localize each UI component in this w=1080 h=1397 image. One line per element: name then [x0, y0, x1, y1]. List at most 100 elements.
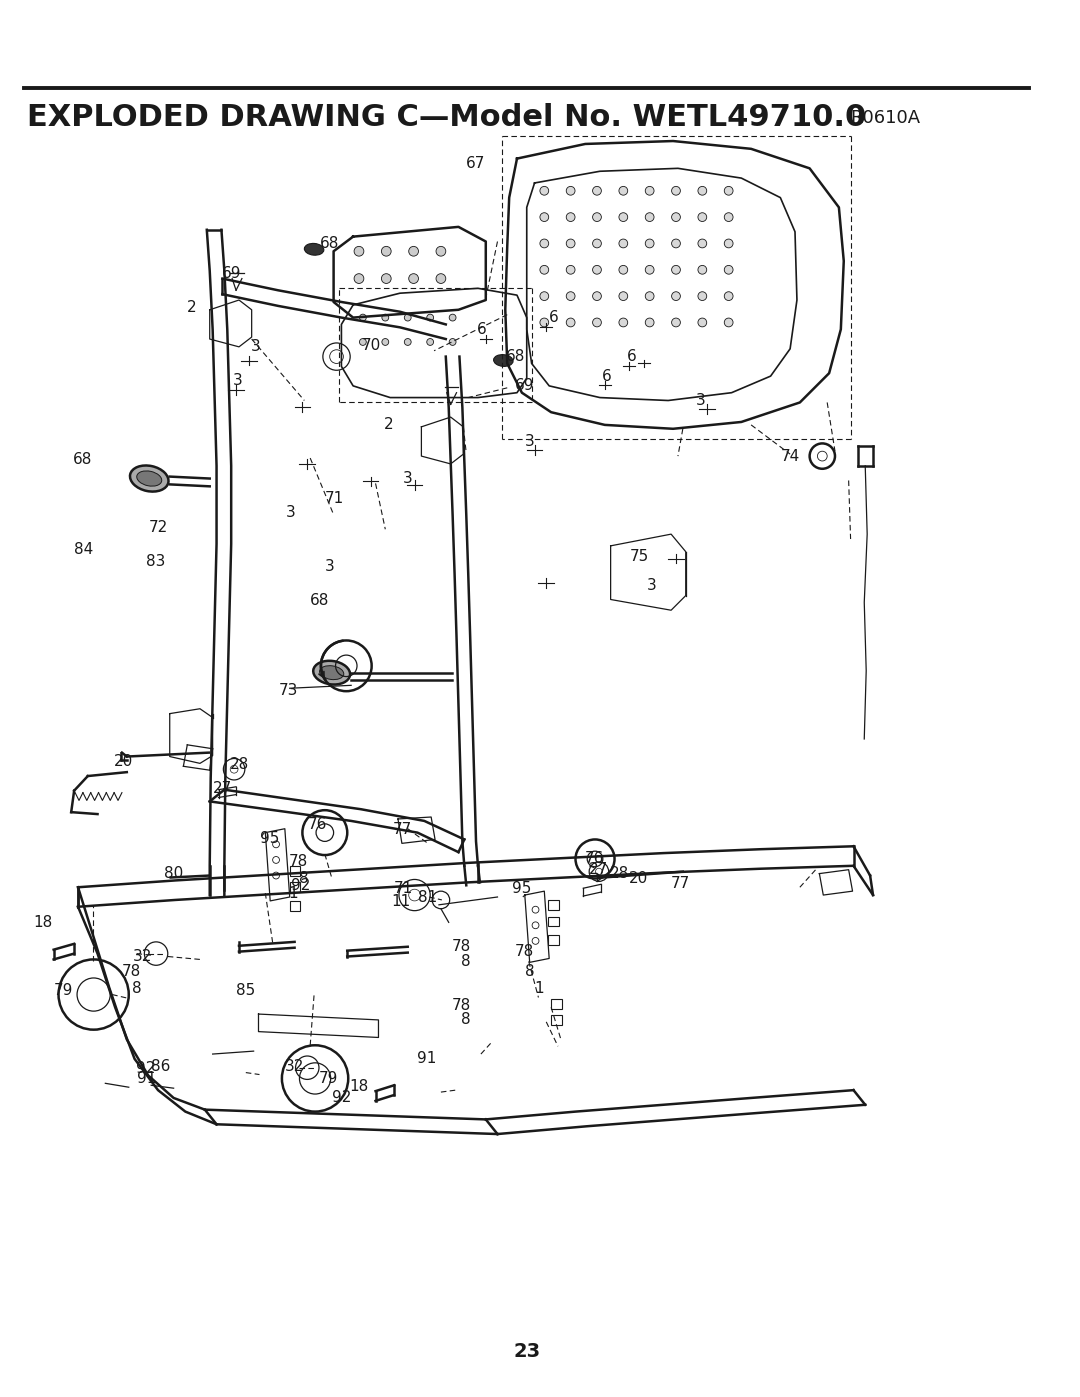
Circle shape [645, 186, 654, 196]
Circle shape [404, 314, 411, 321]
Text: 78: 78 [122, 964, 141, 979]
Circle shape [566, 265, 575, 274]
Circle shape [540, 212, 549, 222]
Text: 32: 32 [285, 1059, 305, 1074]
Circle shape [427, 314, 433, 321]
Ellipse shape [305, 243, 324, 256]
Circle shape [619, 239, 627, 247]
Text: 81: 81 [418, 890, 437, 905]
Text: 73: 73 [279, 683, 298, 697]
Circle shape [672, 239, 680, 247]
Circle shape [698, 186, 706, 196]
Text: 79: 79 [319, 1071, 338, 1085]
Circle shape [566, 186, 575, 196]
Circle shape [619, 292, 627, 300]
Text: 6: 6 [550, 310, 559, 326]
Circle shape [593, 212, 602, 222]
Text: 71: 71 [394, 880, 414, 895]
Circle shape [436, 246, 446, 256]
Circle shape [593, 239, 602, 247]
Bar [551, 1016, 562, 1025]
Circle shape [436, 274, 446, 284]
Text: 68: 68 [507, 349, 526, 365]
Text: 95: 95 [512, 880, 531, 895]
Text: 75: 75 [630, 549, 649, 564]
Circle shape [725, 319, 733, 327]
Circle shape [354, 274, 364, 284]
Circle shape [360, 338, 366, 345]
Text: 78: 78 [288, 855, 308, 869]
Text: 67: 67 [467, 156, 486, 170]
Circle shape [381, 246, 391, 256]
Circle shape [698, 319, 706, 327]
Text: 28: 28 [230, 757, 249, 773]
Text: 2: 2 [187, 300, 195, 316]
Text: 85: 85 [237, 983, 256, 997]
Ellipse shape [494, 355, 513, 366]
Text: 2: 2 [383, 418, 393, 433]
Bar [289, 883, 300, 893]
Circle shape [360, 314, 366, 321]
Ellipse shape [320, 666, 343, 679]
Text: 92: 92 [136, 1062, 156, 1076]
Circle shape [408, 246, 418, 256]
Circle shape [593, 265, 602, 274]
Circle shape [566, 319, 575, 327]
Text: 68: 68 [73, 451, 93, 467]
Text: 78: 78 [451, 997, 471, 1013]
Text: 6: 6 [627, 349, 637, 365]
Circle shape [354, 246, 364, 256]
Circle shape [619, 319, 627, 327]
Circle shape [698, 212, 706, 222]
Bar [289, 901, 300, 911]
Text: 69: 69 [221, 267, 241, 281]
Circle shape [619, 186, 627, 196]
Text: 3: 3 [696, 393, 705, 408]
Text: 8: 8 [525, 964, 535, 979]
Text: 83: 83 [147, 555, 165, 569]
Circle shape [381, 274, 391, 284]
Text: 23: 23 [513, 1343, 540, 1361]
Circle shape [725, 212, 733, 222]
Circle shape [672, 186, 680, 196]
Circle shape [725, 186, 733, 196]
Text: 18: 18 [349, 1078, 368, 1094]
Circle shape [645, 265, 654, 274]
Circle shape [382, 314, 389, 321]
Circle shape [672, 319, 680, 327]
Text: 72: 72 [148, 520, 167, 535]
Bar [549, 900, 559, 909]
Text: 76: 76 [308, 817, 327, 833]
Circle shape [698, 265, 706, 274]
Circle shape [540, 239, 549, 247]
Text: 78: 78 [515, 944, 535, 960]
Text: 77: 77 [671, 876, 689, 891]
Circle shape [566, 212, 575, 222]
Text: 77: 77 [393, 823, 413, 837]
Bar [549, 935, 559, 944]
Text: 3: 3 [325, 559, 335, 574]
Text: 70: 70 [362, 338, 381, 353]
Text: 69: 69 [515, 379, 535, 394]
Text: 91: 91 [137, 1071, 156, 1085]
Text: 71: 71 [325, 490, 345, 506]
Circle shape [725, 239, 733, 247]
Text: 32: 32 [133, 949, 152, 964]
Text: 74: 74 [781, 448, 800, 464]
Text: 8: 8 [461, 954, 471, 970]
Circle shape [408, 274, 418, 284]
Text: 80: 80 [164, 866, 184, 882]
Circle shape [645, 319, 654, 327]
Text: 3: 3 [233, 373, 243, 388]
Text: 91: 91 [417, 1052, 436, 1066]
Text: 3: 3 [251, 339, 260, 355]
Circle shape [672, 292, 680, 300]
Text: 3: 3 [647, 578, 657, 594]
Circle shape [672, 265, 680, 274]
Circle shape [382, 338, 389, 345]
Circle shape [404, 338, 411, 345]
Circle shape [645, 212, 654, 222]
Text: 76: 76 [584, 851, 604, 866]
Ellipse shape [130, 465, 168, 492]
Circle shape [698, 292, 706, 300]
